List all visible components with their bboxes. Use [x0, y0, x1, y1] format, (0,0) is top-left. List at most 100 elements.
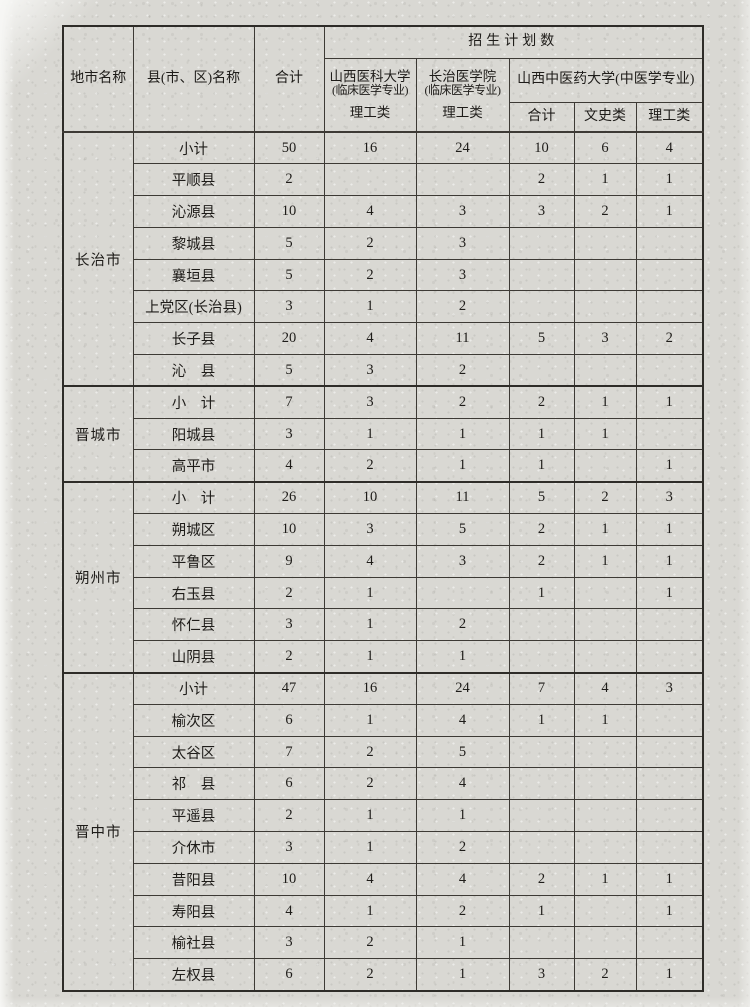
value-cell: 3: [323, 385, 417, 419]
value-cell: 3: [253, 831, 325, 864]
value-cell: 3: [253, 608, 325, 642]
value-cell: [635, 226, 704, 260]
table-body: 长治市 小计 50 16 24 10 6 4 平顺县 2 2 1 1 沁源县 10 4 3 3 2 1 黎城县 5 2 3 襄垣…: [62, 130, 704, 992]
value-cell: 7: [253, 385, 325, 419]
value-cell: 1: [635, 862, 704, 896]
county-cell: 高平市: [132, 449, 255, 483]
table-row: 平遥县 2 1 1: [63, 799, 704, 833]
value-cell: 10: [253, 195, 325, 228]
table-row: 寿阳县 4 1 2 1 1: [63, 894, 704, 928]
value-cell: [635, 831, 704, 864]
value-cell: 3: [635, 480, 704, 515]
table-row: 襄垣县 5 2 3: [63, 258, 704, 292]
value-cell: 1: [635, 576, 704, 610]
value-cell: [415, 576, 510, 610]
table-row: 右玉县 2 1 1 1: [63, 576, 704, 610]
value-cell: [415, 163, 510, 197]
county-cell: 平遥县: [132, 799, 255, 833]
county-cell: 昔阳县: [132, 862, 255, 896]
table-row: 太谷区 7 2 5: [63, 735, 704, 769]
county-cell: 小 计: [132, 480, 255, 515]
value-cell: [635, 608, 704, 642]
value-cell: 2: [415, 385, 510, 419]
value-cell: 1: [573, 862, 637, 896]
value-cell: 47: [253, 671, 325, 705]
value-cell: 3: [253, 926, 325, 960]
value-cell: 1: [323, 290, 417, 324]
table-row: 晋中市 小计 47 16 24 7 4 3: [62, 671, 704, 992]
table-row: 昔阳县 10 4 4 2 1 1: [63, 862, 704, 896]
table-row: 朔州市小 计 26 10 11 5 2 3: [62, 480, 704, 674]
value-cell: 3: [573, 322, 637, 356]
value-cell: [508, 354, 575, 387]
county-cell: 长子县: [132, 322, 255, 356]
value-cell: 16: [323, 671, 417, 705]
value-cell: 6: [573, 131, 637, 165]
county-cell: 阳城县: [132, 417, 255, 451]
header-uni2: 长治医学院 (临床医学专业) 理工类: [415, 57, 510, 133]
value-cell: 5: [415, 513, 510, 546]
header-uni3: 山西中医药大学(中医学专业): [508, 57, 704, 103]
value-cell: 2: [323, 449, 417, 483]
value-cell: 4: [323, 322, 417, 356]
value-cell: 2: [573, 480, 637, 515]
value-cell: 1: [415, 640, 510, 674]
value-cell: [508, 226, 575, 260]
county-cell: 寿阳县: [132, 894, 255, 928]
value-cell: 2: [415, 290, 510, 324]
value-cell: [573, 735, 637, 769]
value-cell: 3: [508, 195, 575, 228]
value-cell: 3: [415, 195, 510, 228]
value-cell: 2: [323, 258, 417, 292]
value-cell: 4: [415, 703, 510, 737]
value-cell: [573, 449, 637, 483]
value-cell: 3: [253, 417, 325, 451]
value-cell: [573, 608, 637, 642]
county-cell: 平鲁区: [132, 544, 255, 578]
value-cell: 1: [635, 958, 704, 992]
value-cell: [573, 290, 637, 324]
value-cell: 2: [323, 958, 417, 992]
table-row: 榆次区 6 1 4 1 1: [63, 703, 704, 737]
value-cell: 1: [635, 544, 704, 578]
table-row: 左权县 6 2 1 3 2 1: [63, 958, 704, 992]
value-cell: 6: [253, 767, 325, 801]
value-cell: 5: [253, 258, 325, 292]
value-cell: 1: [415, 417, 510, 451]
county-cell: 沁源县: [132, 195, 255, 228]
value-cell: [635, 640, 704, 674]
value-cell: 1: [635, 195, 704, 228]
value-cell: [573, 640, 637, 674]
value-cell: [573, 576, 637, 610]
county-cell: 沁 县: [132, 354, 255, 387]
table-header: 地市名称 县(市、区)名称 合计 招生计划数 山西医科大学 (临床医学专业) 理…: [62, 25, 704, 133]
value-cell: 2: [415, 894, 510, 928]
header-uni3-total: 合计: [508, 101, 575, 133]
city-cell: 朔州市: [62, 480, 134, 674]
value-cell: 2: [323, 926, 417, 960]
value-cell: 1: [323, 576, 417, 610]
value-cell: [508, 640, 575, 674]
value-cell: 20: [253, 322, 325, 356]
value-cell: [508, 290, 575, 324]
value-cell: 1: [573, 544, 637, 578]
value-cell: [635, 290, 704, 324]
value-cell: 4: [415, 767, 510, 801]
value-cell: 2: [635, 322, 704, 356]
county-cell: 怀仁县: [132, 608, 255, 642]
value-cell: 1: [508, 417, 575, 451]
table-row: 榆社县 3 2 1: [63, 926, 704, 960]
value-cell: 1: [635, 894, 704, 928]
value-cell: 2: [573, 958, 637, 992]
header-city: 地市名称: [62, 25, 134, 133]
value-cell: [508, 799, 575, 833]
table-row: 沁源县 10 4 3 3 2 1: [63, 195, 704, 228]
value-cell: [323, 163, 417, 197]
value-cell: 7: [253, 735, 325, 769]
value-cell: [508, 735, 575, 769]
county-cell: 朔城区: [132, 513, 255, 546]
value-cell: 2: [508, 385, 575, 419]
value-cell: [573, 354, 637, 387]
table-row: 上党区(长治县) 3 1 2: [63, 290, 704, 324]
